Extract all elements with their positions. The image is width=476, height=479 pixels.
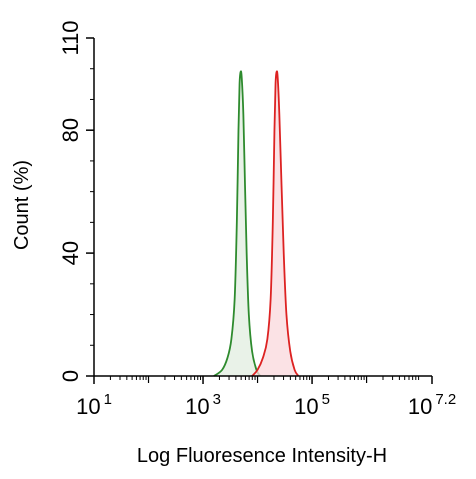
x-tick-label-2: 10 5 <box>294 391 330 419</box>
y-tick-label-0: 0 <box>58 370 83 382</box>
series-0-line <box>213 70 262 377</box>
y-axis-title: Count (%) <box>11 160 33 250</box>
x-axis-title: Log Fluoresence Intensity-H <box>137 445 387 467</box>
x-tick-base: 10 <box>408 394 432 419</box>
x-tick-base: 10 <box>76 394 100 419</box>
x-tick-exponent: 1 <box>104 391 112 408</box>
x-tick-exponent: 5 <box>322 391 330 408</box>
series-1-area <box>252 71 299 376</box>
plot-area <box>213 70 300 377</box>
series-1-line <box>251 70 300 377</box>
x-tick-label-1: 10 3 <box>185 391 221 419</box>
y-tick-label-2: 80 <box>58 118 83 142</box>
x-tick-label-3: 10 7.2 <box>408 391 456 419</box>
y-tick-label-3: 110 <box>58 20 83 55</box>
x-tick-base: 10 <box>185 394 209 419</box>
x-tick-label-0: 10 1 <box>76 391 112 419</box>
x-tick-exponent: 7.2 <box>435 391 456 408</box>
x-tick-base: 10 <box>294 394 318 419</box>
y-tick-label-1: 40 <box>58 241 83 265</box>
axes <box>86 37 433 384</box>
x-tick-exponent: 3 <box>213 391 221 408</box>
